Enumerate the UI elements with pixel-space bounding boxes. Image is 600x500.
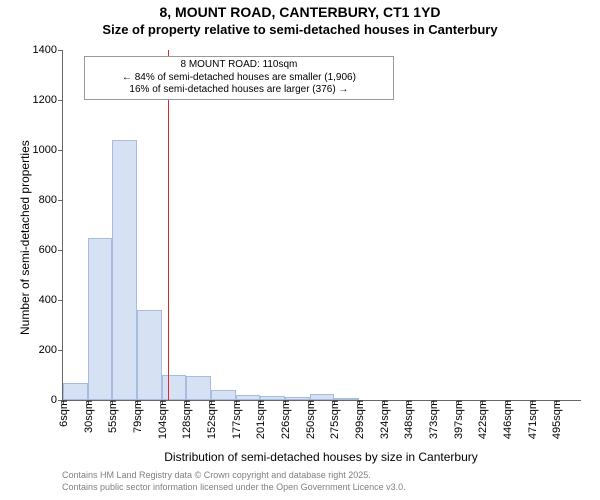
x-tick-label: 104sqm bbox=[155, 400, 169, 439]
x-tick-label: 250sqm bbox=[303, 400, 317, 439]
chart-title: 8, MOUNT ROAD, CANTERBURY, CT1 1YD bbox=[0, 4, 600, 20]
histogram-bar bbox=[211, 390, 236, 400]
x-tick-label: 128sqm bbox=[179, 400, 193, 439]
y-tick-mark bbox=[58, 250, 63, 251]
x-tick-label: 55sqm bbox=[105, 400, 119, 433]
footer-line-1: Contains HM Land Registry data © Crown c… bbox=[62, 470, 371, 480]
histogram-bar bbox=[310, 394, 335, 400]
chart-subtitle: Size of property relative to semi-detach… bbox=[0, 22, 600, 37]
x-tick-label: 495sqm bbox=[549, 400, 563, 439]
x-tick-label: 6sqm bbox=[56, 400, 70, 427]
histogram-bar bbox=[285, 397, 310, 400]
x-axis-label: Distribution of semi-detached houses by … bbox=[62, 450, 580, 464]
y-tick-mark bbox=[58, 350, 63, 351]
x-tick-label: 348sqm bbox=[401, 400, 415, 439]
y-tick-mark bbox=[58, 200, 63, 201]
x-tick-label: 397sqm bbox=[451, 400, 465, 439]
histogram-bar bbox=[260, 396, 285, 400]
x-tick-label: 30sqm bbox=[81, 400, 95, 433]
x-tick-label: 226sqm bbox=[278, 400, 292, 439]
histogram-bar bbox=[88, 238, 113, 401]
x-tick-label: 177sqm bbox=[229, 400, 243, 439]
histogram-bar bbox=[334, 398, 359, 401]
x-tick-label: 299sqm bbox=[352, 400, 366, 439]
y-tick-mark bbox=[58, 300, 63, 301]
x-tick-label: 79sqm bbox=[130, 400, 144, 433]
x-tick-label: 324sqm bbox=[377, 400, 391, 439]
footer-line-2: Contains public sector information licen… bbox=[62, 482, 406, 492]
annotation-box: 8 MOUNT ROAD: 110sqm← 84% of semi-detach… bbox=[84, 56, 394, 100]
y-tick-mark bbox=[58, 50, 63, 51]
histogram-bar bbox=[162, 375, 187, 400]
histogram-bar bbox=[112, 140, 137, 400]
x-tick-label: 275sqm bbox=[327, 400, 341, 439]
plot-area: 02004006008001000120014006sqm30sqm55sqm7… bbox=[62, 50, 581, 401]
reference-line bbox=[168, 50, 169, 400]
x-tick-label: 373sqm bbox=[426, 400, 440, 439]
x-tick-label: 471sqm bbox=[525, 400, 539, 439]
x-tick-label: 201sqm bbox=[253, 400, 267, 439]
x-tick-label: 446sqm bbox=[500, 400, 514, 439]
histogram-bar bbox=[186, 376, 211, 400]
annotation-line: ← 84% of semi-detached houses are smalle… bbox=[89, 72, 389, 85]
x-tick-label: 422sqm bbox=[475, 400, 489, 439]
y-tick-mark bbox=[58, 150, 63, 151]
annotation-line: 16% of semi-detached houses are larger (… bbox=[89, 84, 389, 97]
histogram-bar bbox=[236, 395, 261, 400]
histogram-bar bbox=[137, 310, 162, 400]
y-tick-mark bbox=[58, 100, 63, 101]
histogram-bar bbox=[63, 383, 88, 401]
chart-container: 8, MOUNT ROAD, CANTERBURY, CT1 1YD Size … bbox=[0, 0, 600, 500]
annotation-line: 8 MOUNT ROAD: 110sqm bbox=[89, 59, 389, 72]
y-axis-label: Number of semi-detached properties bbox=[18, 140, 32, 335]
x-tick-label: 152sqm bbox=[204, 400, 218, 439]
